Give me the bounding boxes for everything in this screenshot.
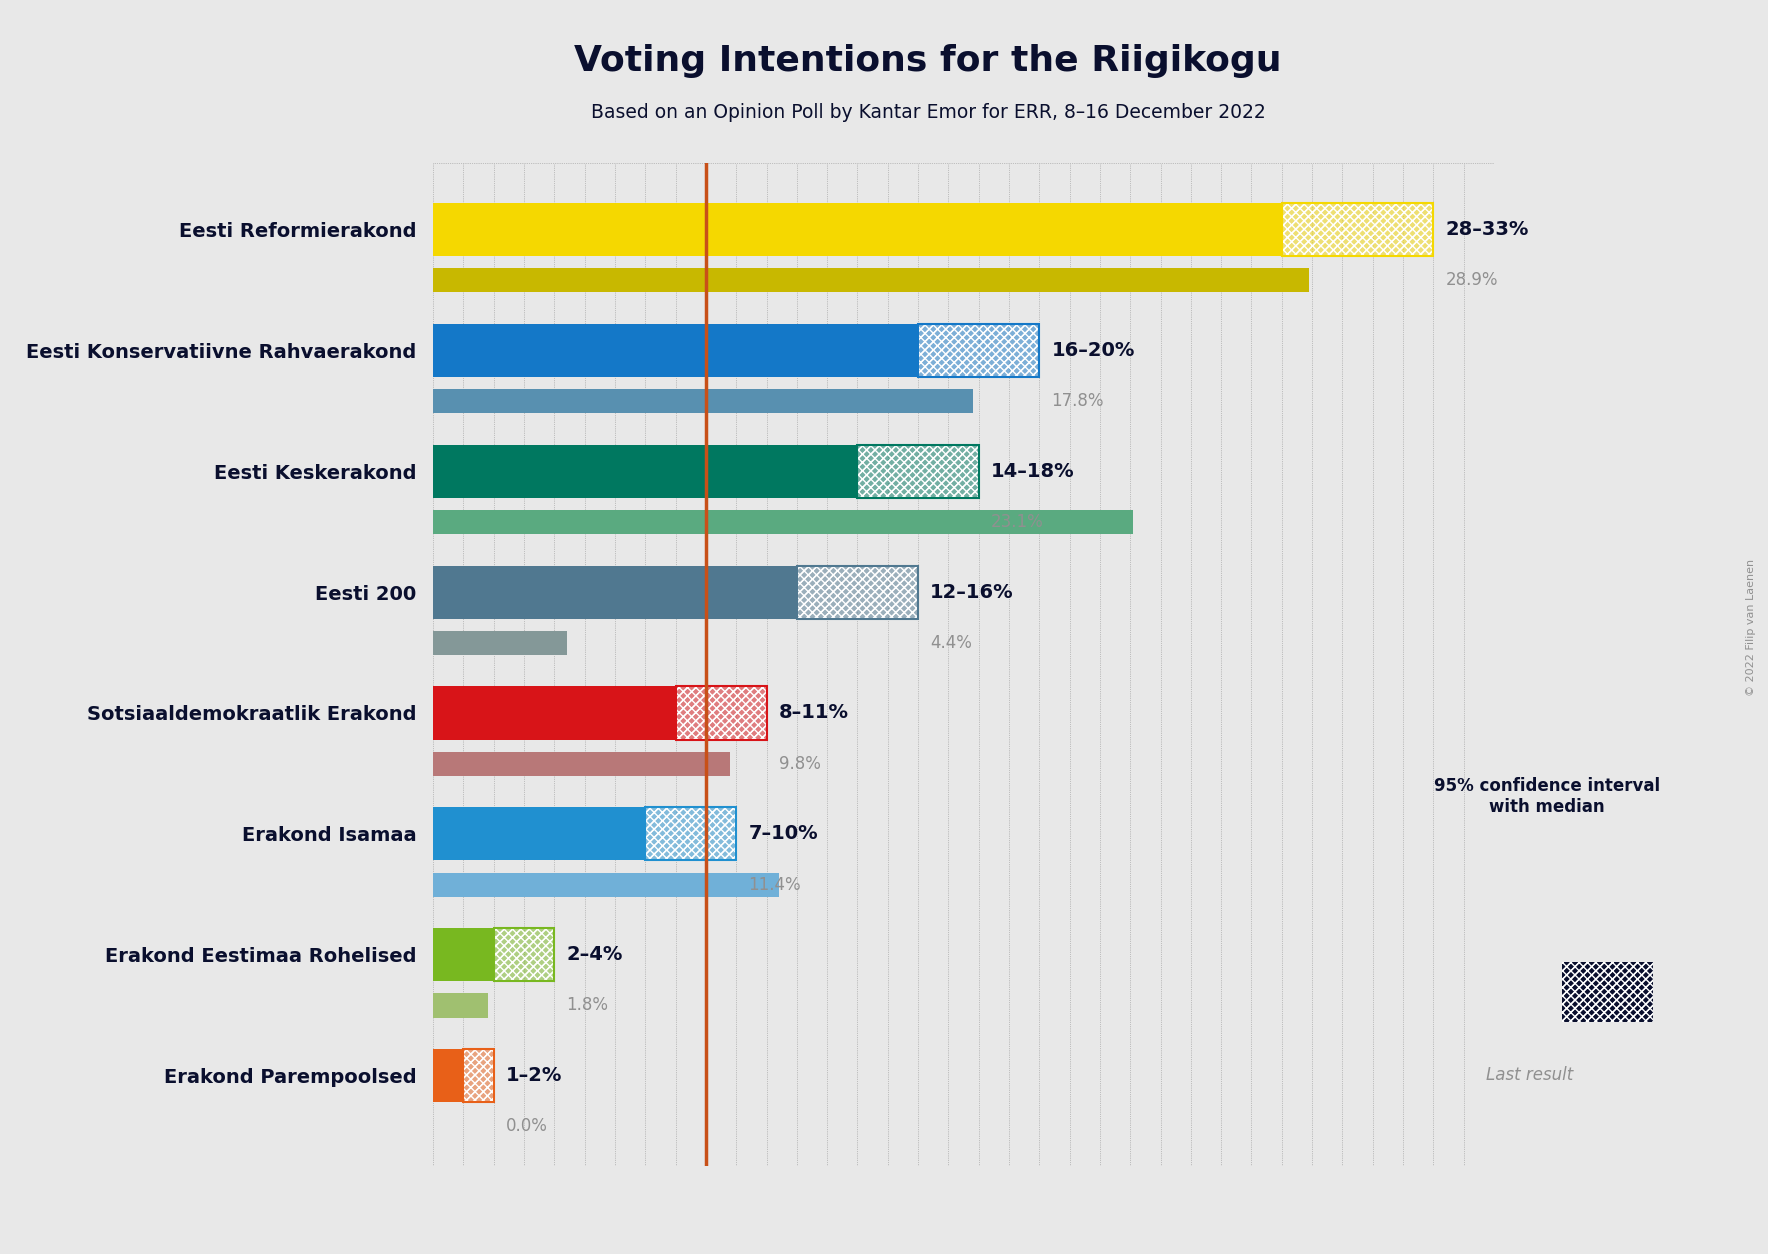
Bar — [675, 686, 767, 740]
Bar — [797, 566, 918, 618]
Text: 7–10%: 7–10% — [748, 824, 819, 844]
Bar — [433, 510, 1133, 534]
Text: 8–11%: 8–11% — [778, 703, 849, 722]
Bar — [433, 1050, 463, 1102]
Bar — [645, 808, 735, 860]
Bar — [797, 566, 918, 618]
Bar — [433, 445, 857, 498]
Bar — [433, 751, 730, 776]
Text: 1–2%: 1–2% — [506, 1066, 562, 1085]
Text: © 2022 Filip van Laenen: © 2022 Filip van Laenen — [1745, 558, 1756, 696]
Bar — [1561, 962, 1653, 1022]
Bar — [463, 1050, 493, 1102]
Bar — [433, 203, 1282, 256]
Text: 1.8%: 1.8% — [566, 997, 608, 1014]
Text: 2–4%: 2–4% — [566, 946, 622, 964]
Text: 95% confidence interval
with median: 95% confidence interval with median — [1434, 777, 1660, 816]
Bar — [463, 1050, 493, 1102]
Bar — [463, 1050, 493, 1102]
Bar — [645, 808, 735, 860]
Bar — [675, 686, 767, 740]
Bar — [645, 808, 735, 860]
Bar — [433, 631, 566, 655]
Bar — [918, 324, 1040, 377]
Bar — [797, 566, 918, 618]
Bar — [675, 686, 767, 740]
Bar — [645, 808, 735, 860]
Text: Voting Intentions for the Riigikogu: Voting Intentions for the Riigikogu — [575, 44, 1282, 78]
Bar — [493, 928, 555, 982]
Text: 12–16%: 12–16% — [930, 583, 1013, 602]
Text: Based on an Opinion Poll by Kantar Emor for ERR, 8–16 December 2022: Based on an Opinion Poll by Kantar Emor … — [591, 103, 1266, 122]
Bar — [918, 324, 1040, 377]
Bar — [493, 928, 555, 982]
Text: 4.4%: 4.4% — [930, 633, 972, 652]
Bar — [433, 808, 645, 860]
Bar — [857, 445, 979, 498]
Bar — [433, 993, 488, 1017]
Bar — [857, 445, 979, 498]
Bar — [493, 928, 555, 982]
Text: 0.0%: 0.0% — [506, 1117, 548, 1135]
Text: 28.9%: 28.9% — [1446, 271, 1497, 290]
Text: 28–33%: 28–33% — [1446, 219, 1529, 240]
Bar — [857, 445, 979, 498]
Text: 11.4%: 11.4% — [748, 875, 801, 894]
Bar — [1282, 203, 1434, 256]
Bar — [1282, 203, 1434, 256]
Bar — [463, 1050, 493, 1102]
Bar — [797, 566, 918, 618]
Bar — [433, 928, 493, 982]
Bar — [493, 928, 555, 982]
Bar — [433, 686, 675, 740]
Bar — [433, 873, 778, 897]
Bar — [433, 389, 972, 414]
Bar — [857, 445, 979, 498]
Bar — [918, 324, 1040, 377]
Bar — [433, 324, 918, 377]
Text: 9.8%: 9.8% — [778, 755, 820, 772]
Text: 23.1%: 23.1% — [990, 513, 1043, 530]
Bar — [433, 566, 797, 618]
Bar — [1282, 203, 1434, 256]
Text: 14–18%: 14–18% — [990, 461, 1075, 480]
Text: 16–20%: 16–20% — [1052, 341, 1135, 360]
Text: 17.8%: 17.8% — [1052, 393, 1103, 410]
Text: Last result: Last result — [1485, 1066, 1574, 1083]
Bar — [918, 324, 1040, 377]
Bar — [1561, 962, 1653, 1022]
Bar — [433, 268, 1308, 292]
Bar — [675, 686, 767, 740]
Bar — [1282, 203, 1434, 256]
